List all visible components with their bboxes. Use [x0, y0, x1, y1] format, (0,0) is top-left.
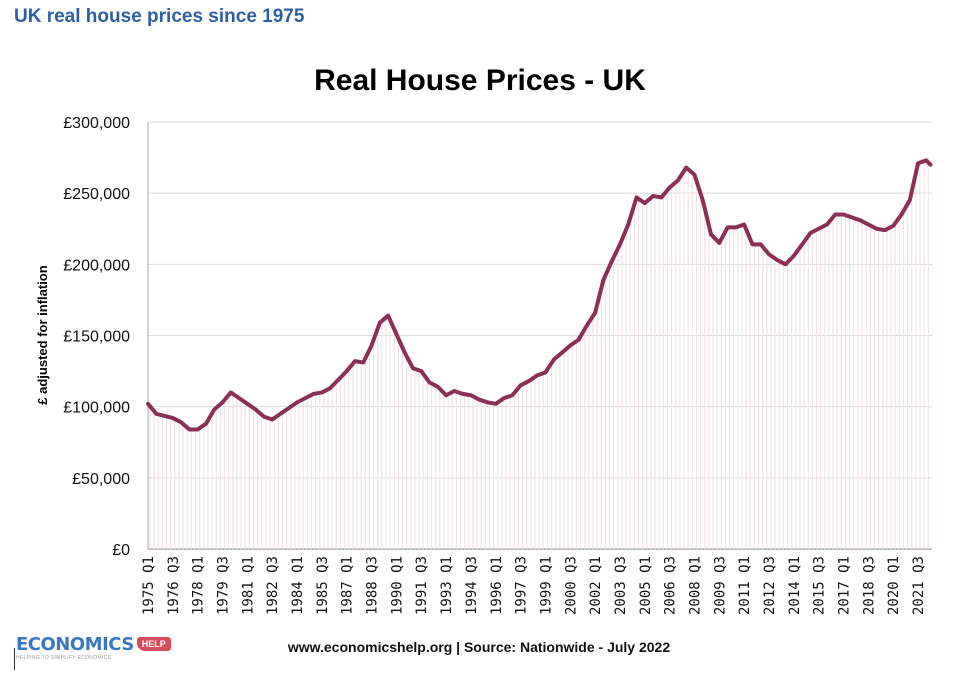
- x-tick-label: 2008 Q1: [687, 556, 703, 615]
- x-tick-label: 1993 Q1: [439, 556, 455, 615]
- x-tick-label: 2012 Q3: [762, 556, 778, 615]
- logo-tag: HELP: [136, 637, 171, 651]
- x-tick-label: 1984 Q1: [290, 556, 306, 615]
- y-tick-label: £50,000: [72, 471, 130, 488]
- x-tick-label: 1979 Q3: [216, 556, 232, 615]
- x-tick-label: 1987 Q1: [340, 556, 356, 615]
- x-tick-label: 1976 Q3: [166, 556, 182, 615]
- x-tick-label: 1991 Q3: [414, 556, 430, 615]
- x-tick-label: 2002 Q1: [588, 556, 604, 615]
- x-tick-label: 1990 Q1: [389, 556, 405, 615]
- page-heading: UK real house prices since 1975: [14, 6, 305, 27]
- x-tick-label: 1997 Q3: [514, 556, 530, 615]
- x-tick-label: 2018 Q3: [861, 556, 877, 615]
- x-tick-label: 2005 Q1: [638, 556, 654, 615]
- economics-help-logo: ECONOMICS HELP HELPING TO SIMPLIFY ECONOM…: [16, 634, 171, 661]
- x-tick-label: 1985 Q3: [315, 556, 331, 615]
- y-tick-label: £300,000: [63, 115, 130, 132]
- x-tick-label: 2014 Q1: [787, 556, 803, 615]
- logo-name: ECONOMICS: [16, 634, 134, 655]
- x-tick-label: 2020 Q1: [886, 556, 902, 615]
- x-tick-label: 2011 Q1: [737, 556, 753, 615]
- y-tick-label: £0: [112, 542, 130, 559]
- y-tick-label: £100,000: [63, 400, 130, 417]
- x-tick-label: 1978 Q1: [191, 556, 207, 615]
- x-tick-label: 1999 Q1: [538, 556, 554, 615]
- x-tick-label: 2009 Q3: [712, 556, 728, 615]
- y-tick-label: £200,000: [63, 257, 130, 274]
- y-tick-label: £250,000: [63, 186, 130, 203]
- chart-title: Real House Prices - UK: [314, 64, 646, 97]
- x-tick-label: 2017 Q1: [837, 556, 853, 615]
- x-tick-label: 1981 Q1: [240, 556, 256, 615]
- x-tick-label: 2000 Q3: [563, 556, 579, 615]
- y-tick-label: £150,000: [63, 329, 130, 346]
- y-axis-label: £ adjusted for inflation: [35, 265, 50, 404]
- x-tick-label: 2021 Q3: [911, 556, 927, 615]
- x-tick-label: 1994 Q3: [464, 556, 480, 615]
- x-tick-label: 2015 Q3: [812, 556, 828, 615]
- x-tick-label: 2006 Q3: [663, 556, 679, 615]
- x-tick-label: 1996 Q1: [489, 556, 505, 615]
- x-tick-label: 1982 Q3: [265, 556, 281, 615]
- logo-tagline: HELPING TO SIMPLIFY ECONOMICS: [16, 655, 112, 661]
- x-tick-label: 1975 Q1: [141, 556, 157, 615]
- x-tick-label: 2003 Q3: [613, 556, 629, 615]
- divider: [14, 648, 15, 670]
- x-tick-label: 1988 Q3: [365, 556, 381, 615]
